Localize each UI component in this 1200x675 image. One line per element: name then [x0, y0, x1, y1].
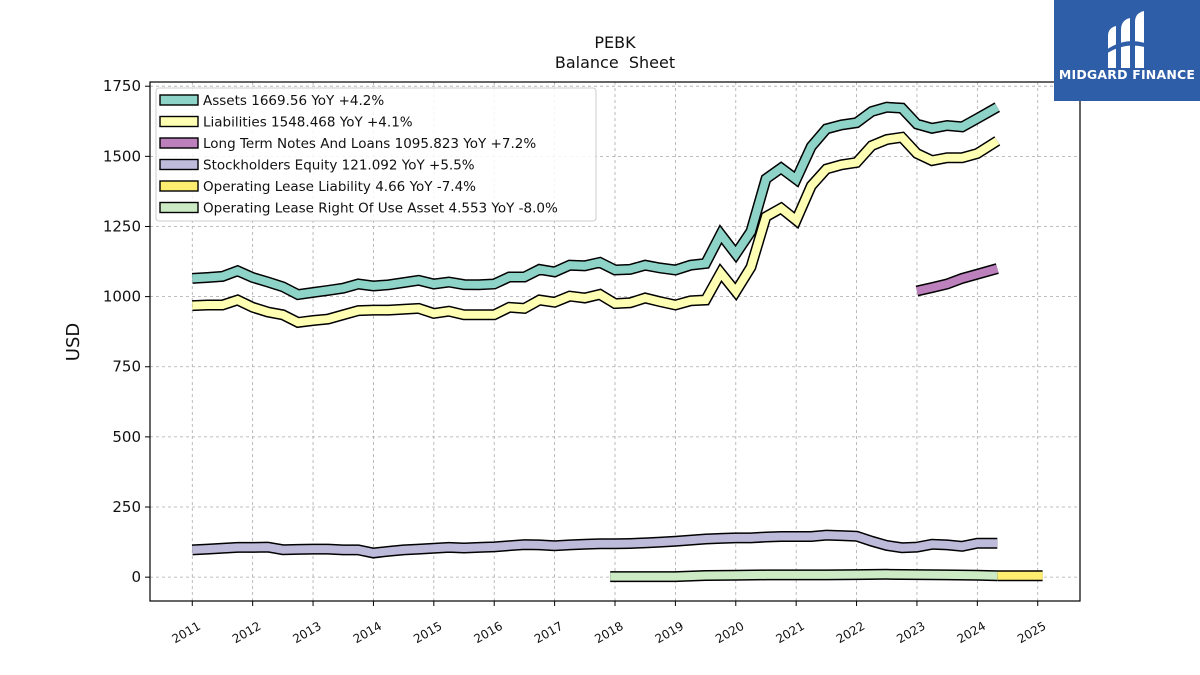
legend-swatch	[159, 180, 199, 192]
x-tick-label: 2012	[230, 619, 263, 646]
y-tick-label: 1000	[103, 288, 141, 306]
x-tick-label: 2015	[411, 619, 444, 646]
chart-title: PEBK	[594, 33, 636, 52]
series-2	[915, 263, 999, 297]
series-0	[191, 101, 1001, 301]
legend-box	[155, 87, 597, 222]
y-tick-label: 1250	[103, 217, 141, 235]
legend-swatch	[159, 201, 199, 214]
x-tick-label: 2011	[170, 619, 203, 646]
series-3	[192, 529, 998, 559]
series-line	[192, 531, 998, 558]
chart-subtitle: Balance Sheet	[555, 53, 675, 72]
y-tick-label: 500	[112, 428, 141, 446]
brand-name: MIDGARD FINANCE	[1058, 67, 1196, 82]
series-5	[610, 568, 998, 583]
brand-mark-icon	[1106, 11, 1148, 68]
legend-label: Liabilities 1548.468 YoY +4.1%	[203, 115, 413, 131]
series-1	[192, 131, 1001, 329]
x-tick-label: 2024	[955, 619, 988, 646]
y-tick-label: 1750	[103, 77, 141, 95]
x-tick-label: 2014	[351, 619, 384, 646]
x-tick-label: 2021	[773, 619, 806, 646]
legend-label: Stockholders Equity 121.092 YoY +5.5%	[203, 158, 475, 174]
y-tick-label: 250	[112, 498, 141, 516]
series-line	[192, 133, 1000, 327]
x-tick-label: 2020	[713, 619, 746, 646]
x-tick-label: 2016	[471, 619, 504, 646]
x-tick-label: 2018	[592, 619, 625, 646]
legend-label: Operating Lease Liability 4.66 YoY -7.4%	[203, 179, 476, 195]
y-tick-label: 0	[131, 568, 141, 586]
x-tick-label: 2017	[532, 619, 565, 646]
legend-swatch	[159, 115, 199, 128]
brand-logo: MIDGARD FINANCE	[1054, 0, 1200, 101]
series-4	[997, 570, 1043, 582]
y-tick-label: 1500	[103, 147, 141, 165]
y-tick-label: 750	[112, 358, 141, 376]
legend-label: Operating Lease Right Of Use Asset 4.553…	[203, 201, 558, 217]
legend-label: Assets 1669.56 YoY +4.2%	[203, 93, 384, 109]
legend: Assets 1669.56 YoY +4.2% Liabilities 1548…	[155, 87, 597, 222]
legend-swatch	[159, 137, 199, 149]
series-line	[192, 103, 1000, 299]
y-axis-label: USD	[63, 323, 84, 361]
legend-swatch	[159, 158, 199, 171]
legend-swatch	[159, 94, 199, 106]
x-tick-label: 2022	[834, 619, 867, 646]
legend-label: Long Term Notes And Loans 1095.823 YoY +…	[203, 136, 536, 152]
series-line	[610, 570, 998, 581]
series-lines	[191, 101, 1043, 583]
x-tick-label: 2013	[290, 619, 323, 646]
x-tick-label: 2023	[894, 619, 927, 646]
x-tick-label: 2019	[653, 619, 686, 646]
x-tick-label: 2025	[1015, 619, 1048, 646]
series-line	[916, 264, 999, 295]
